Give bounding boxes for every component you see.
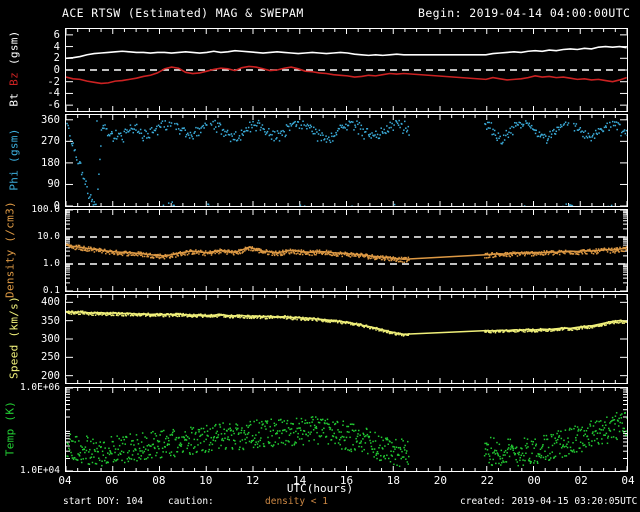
y-tick-label: 350 <box>41 314 60 327</box>
plot-area-mag <box>66 29 627 111</box>
series-bt <box>66 45 627 60</box>
plot-area-phi <box>66 115 627 206</box>
y-tick-label: 2 <box>53 52 60 65</box>
series-speed-trace <box>66 310 627 335</box>
panel-speed <box>65 294 628 384</box>
footer-caution-label: caution: <box>168 496 214 507</box>
y-tick-label: 180 <box>41 156 60 169</box>
series-phi <box>66 119 627 206</box>
begin-time-label: Begin: 2019-04-14 04:00:00UTC <box>418 6 631 20</box>
y-tick-label: 1.0E+04 <box>19 465 60 476</box>
series-density-trace <box>66 244 627 261</box>
y-tick-label: 250 <box>41 351 60 364</box>
footer-caution-value: density < 1 <box>265 496 328 507</box>
y-tick-label: -6 <box>47 99 60 112</box>
series-bz <box>66 65 627 85</box>
y-tick-label: 4 <box>53 40 60 53</box>
y-tick-label: 1.0E+06 <box>19 382 60 393</box>
y-tick-label: 0 <box>53 200 60 212</box>
panel-density <box>65 209 628 292</box>
x-tick-label: 02 <box>574 474 588 487</box>
x-tick-label: 04 <box>621 474 635 487</box>
y-tick-label: 300 <box>41 333 60 345</box>
x-tick-label: 20 <box>433 474 447 487</box>
y-tick-label: -4 <box>47 87 60 100</box>
y-tick-label: 200 <box>41 369 60 382</box>
panel-temp <box>65 387 628 472</box>
plot-area-temp <box>66 388 627 471</box>
x-tick-label: 18 <box>386 474 401 487</box>
y-axis-title-part: Bz <box>7 65 21 86</box>
plot-area-speed <box>66 295 627 383</box>
series-temp <box>66 412 627 467</box>
panel-phi <box>65 114 628 207</box>
x-tick-label: 14 <box>292 474 307 487</box>
x-tick-label: 10 <box>199 474 213 487</box>
panel-mag <box>65 28 628 112</box>
x-tick-label: 06 <box>105 474 119 487</box>
x-tick-label: 04 <box>58 474 72 487</box>
footer-created: created: 2019-04-15 03:20:05UTC <box>460 496 638 507</box>
y-tick-label: -2 <box>47 75 60 88</box>
y-tick-label: 90 <box>47 178 60 191</box>
y-tick-label: 1.0 <box>42 258 60 269</box>
y-tick-label: 100.0 <box>31 204 60 215</box>
page-title: ACE RTSW (Estimated) MAG & SWEPAM <box>62 6 304 20</box>
x-tick-label: 08 <box>152 474 166 487</box>
x-axis-title: UTC(hours) <box>286 482 354 495</box>
x-tick-label: 12 <box>246 474 260 487</box>
y-tick-label: 400 <box>41 296 60 309</box>
y-axis-title-part: (gsm) <box>7 30 21 66</box>
y-tick-label: 10.0 <box>37 231 60 242</box>
y-axis-title-temp: Temp (K) <box>3 400 17 456</box>
y-tick-label: 6 <box>53 28 60 41</box>
y-tick-label: 0.1 <box>42 285 60 296</box>
plot-area-density <box>66 210 627 291</box>
x-tick-label: 16 <box>339 474 354 487</box>
y-tick-label: 0 <box>53 64 60 76</box>
x-tick-label: 00 <box>527 474 541 487</box>
x-tick-label: 22 <box>480 474 494 487</box>
y-tick-label: 360 <box>41 113 60 126</box>
footer-start-doy: start DOY: 104 <box>63 496 144 507</box>
y-tick-label: 270 <box>41 135 60 148</box>
